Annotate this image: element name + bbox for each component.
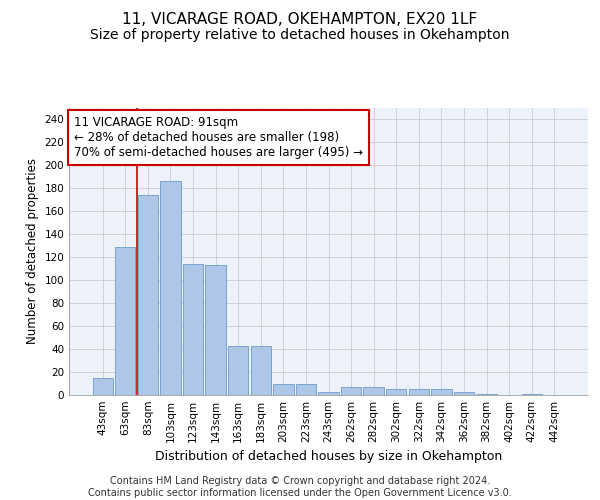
Bar: [521, 394, 542, 395]
Bar: [364, 387, 384, 395]
Bar: [92, 378, 113, 395]
Bar: [454, 392, 474, 395]
Bar: [183, 264, 203, 395]
Text: 11, VICARAGE ROAD, OKEHAMPTON, EX20 1LF: 11, VICARAGE ROAD, OKEHAMPTON, EX20 1LF: [122, 12, 478, 28]
Text: Contains HM Land Registry data © Crown copyright and database right 2024.
Contai: Contains HM Land Registry data © Crown c…: [88, 476, 512, 498]
Bar: [205, 265, 226, 395]
Bar: [115, 246, 136, 395]
Bar: [273, 384, 293, 395]
Bar: [160, 181, 181, 395]
X-axis label: Distribution of detached houses by size in Okehampton: Distribution of detached houses by size …: [155, 450, 502, 464]
Bar: [431, 389, 452, 395]
Bar: [409, 389, 429, 395]
Bar: [251, 346, 271, 395]
Bar: [138, 195, 158, 395]
Bar: [386, 389, 406, 395]
Text: Size of property relative to detached houses in Okehampton: Size of property relative to detached ho…: [90, 28, 510, 42]
Bar: [228, 346, 248, 395]
Bar: [341, 387, 361, 395]
Bar: [296, 384, 316, 395]
Y-axis label: Number of detached properties: Number of detached properties: [26, 158, 39, 344]
Text: 11 VICARAGE ROAD: 91sqm
← 28% of detached houses are smaller (198)
70% of semi-d: 11 VICARAGE ROAD: 91sqm ← 28% of detache…: [74, 116, 363, 159]
Bar: [476, 394, 497, 395]
Bar: [319, 392, 338, 395]
